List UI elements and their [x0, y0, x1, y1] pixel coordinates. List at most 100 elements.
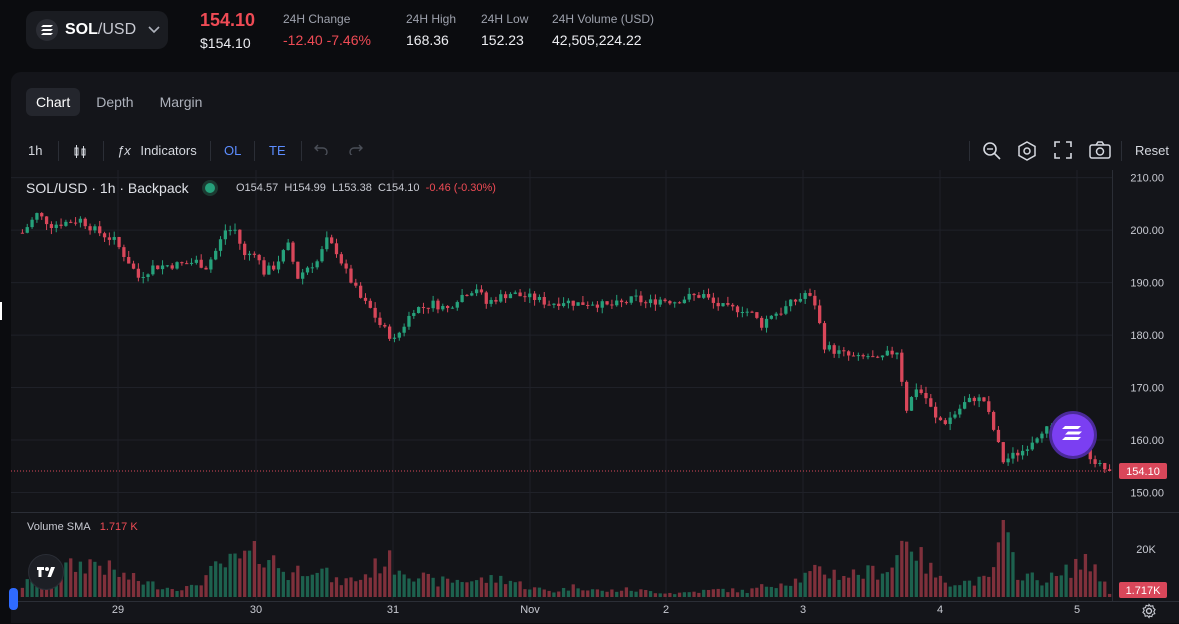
candle-body — [866, 356, 870, 358]
candle-body — [760, 317, 764, 328]
volume-pane — [11, 513, 1112, 601]
candle-body — [136, 268, 141, 278]
indicators-button[interactable]: ƒx Indicators — [117, 143, 197, 158]
candle-body — [484, 292, 488, 304]
candle-body — [1107, 469, 1112, 471]
candle-body — [368, 300, 372, 308]
candle-body — [262, 260, 266, 275]
volume-bar — [634, 591, 638, 597]
scroll-handle[interactable] — [9, 588, 18, 610]
candle-body — [276, 261, 281, 270]
redo-icon[interactable] — [349, 136, 363, 166]
ol-button[interactable]: OL — [224, 143, 242, 158]
candle-body — [581, 302, 585, 305]
candle-body — [837, 350, 841, 354]
tab-chart[interactable]: Chart — [26, 88, 81, 116]
volume-bar — [1074, 558, 1078, 597]
candle-body — [1098, 462, 1102, 464]
tab-margin[interactable]: Margin — [159, 94, 203, 110]
volume-bar — [962, 580, 967, 597]
candle-body — [876, 356, 880, 358]
candle-body — [813, 295, 817, 306]
candle-body — [658, 299, 662, 305]
candle-body — [914, 389, 918, 398]
volume-bar — [450, 582, 455, 597]
reset-button[interactable]: Reset — [1135, 143, 1169, 158]
candle-body — [204, 267, 208, 270]
candle-type-button[interactable] — [72, 136, 88, 166]
chart-legend: SOL/USD · 1h · Backpack — [26, 180, 215, 196]
candle-body — [885, 350, 889, 356]
candle-body — [1035, 438, 1039, 443]
candle-body — [107, 237, 112, 240]
candle-body — [354, 282, 358, 286]
volume-bar — [929, 562, 933, 597]
candle-body — [334, 243, 339, 255]
volume-bar — [890, 567, 894, 597]
candle-body — [905, 381, 909, 411]
interval-button[interactable]: 1h — [28, 143, 43, 158]
gear-icon[interactable] — [1141, 603, 1157, 624]
candle-body — [900, 352, 904, 382]
volume-bar — [610, 589, 614, 597]
ohlc-readout: O154.57 H154.99 L153.38 C154.10 -0.46 (-… — [236, 182, 496, 194]
candle-body — [436, 300, 440, 310]
volume-bar — [1045, 582, 1049, 597]
candle-body — [711, 297, 716, 303]
volume-bar — [310, 574, 314, 597]
volume-bar — [532, 587, 537, 597]
volume-bar — [1025, 573, 1030, 597]
volume-bar — [692, 591, 696, 597]
candle-body — [532, 293, 537, 300]
volume-bar — [1069, 577, 1073, 597]
volume-bar — [402, 574, 406, 597]
price-chart[interactable]: 210.00 200.00 190.00 180.00 170.00 160.00 150.… — [0, 170, 1179, 620]
candle-body — [1011, 452, 1015, 459]
volume-bar — [537, 587, 542, 597]
camera-icon[interactable] — [1089, 141, 1111, 161]
candle-body — [987, 401, 991, 412]
pair-selector[interactable]: SOL/USD — [26, 11, 168, 49]
te-button[interactable]: TE — [269, 143, 286, 158]
volume-bar — [460, 582, 464, 597]
volume-bar — [117, 576, 121, 597]
volume-bar — [387, 550, 392, 597]
high-value: H154.99 — [284, 182, 326, 194]
volume-bar — [257, 564, 261, 597]
candle-body — [445, 305, 450, 309]
candle-body — [35, 213, 39, 220]
undo-icon[interactable] — [314, 136, 328, 166]
candle-body — [673, 302, 677, 304]
fullscreen-icon[interactable] — [1054, 141, 1072, 161]
zoom-search-icon[interactable] — [982, 141, 1002, 161]
tradingview-logo-icon[interactable] — [28, 554, 64, 590]
tab-depth[interactable]: Depth — [96, 94, 134, 110]
volume-bar — [136, 581, 141, 597]
candle-body — [702, 294, 706, 298]
volume-bar — [639, 589, 643, 597]
candle-body — [54, 224, 58, 229]
candle-body — [561, 303, 566, 306]
volume-bar — [315, 572, 319, 597]
volume-bar — [479, 577, 484, 597]
volume-bar — [687, 592, 691, 597]
volume-bar — [615, 591, 619, 597]
candle-body — [122, 247, 126, 257]
volume-bar — [779, 583, 783, 597]
settings-hexagon-icon[interactable] — [1017, 141, 1037, 161]
volume-bar — [363, 574, 368, 597]
candle-body — [146, 274, 150, 277]
volume-bar — [1030, 572, 1034, 597]
candle-body — [890, 350, 894, 355]
candle-body — [769, 315, 773, 319]
volume-bar — [204, 575, 208, 597]
candle-body — [69, 221, 73, 223]
volume-bar — [426, 573, 430, 597]
volume-bar — [359, 579, 363, 597]
candle-body — [784, 306, 788, 314]
candle-body — [392, 337, 397, 339]
floating-action-button[interactable] — [1052, 414, 1094, 456]
volume-bar — [547, 590, 551, 597]
candle-body — [653, 299, 658, 305]
y-tick-label: 210.00 — [1130, 173, 1164, 185]
